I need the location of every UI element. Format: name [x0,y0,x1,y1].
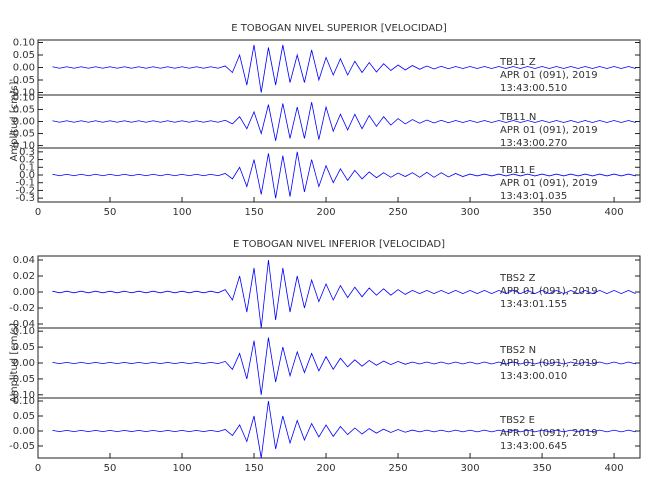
x-tick-label: 200 [316,463,335,474]
y-tick-label: 0.05 [13,411,35,422]
plot-frame [37,397,641,459]
panel-title: E TOBOGAN NIVEL INFERIOR [VELOCIDAD] [233,239,445,250]
y-tick-label: -0.05 [9,75,35,86]
y-tick-label: 0.00 [13,63,35,74]
waveform [52,337,636,395]
trace-annotation: 13:43:00.010 [500,371,567,382]
y-tick-label: 0.00 [13,426,35,437]
y-tick-label: 0.00 [13,287,35,298]
y-tick-label: 0.10 [13,38,35,49]
y-tick-label: -0.10 [9,141,35,152]
y-tick-label: 0.05 [13,104,35,115]
x-tick-label: 400 [605,207,624,218]
x-tick-label: 350 [533,207,552,218]
y-axis-label: Amplitud [cm/s] [9,323,20,403]
x-tick-label: 150 [244,207,263,218]
y-axis-label: Amplitud [cm/s] [9,81,20,161]
waveform [52,44,636,93]
y-tick-label: 0.04 [13,255,35,266]
x-tick-label: 50 [104,207,117,218]
x-tick-label: 100 [172,463,191,474]
x-tick-label: 250 [389,463,408,474]
y-tick-label: 0.05 [13,342,35,353]
y-tick-label: -0.05 [9,374,35,385]
y-tick-label: -0.02 [9,303,35,314]
x-tick-label: 400 [605,463,624,474]
y-tick-label: 0.00 [13,358,35,369]
trace-annotation: TB11 N [499,112,536,123]
y-tick-label: 0.10 [13,92,35,103]
trace-annotation: APR 01 (091), 2019 [500,125,598,136]
x-tick-label: 350 [533,463,552,474]
trace-annotation: 13:43:00.645 [500,441,567,452]
x-tick-label: 150 [244,463,263,474]
waveform [52,151,636,199]
y-tick-label: -0.04 [9,319,35,330]
x-tick-label: 100 [172,207,191,218]
y-tick-label: 0.2 [19,155,35,166]
trace-annotation: 13:43:00.270 [500,138,567,149]
trace-annotation: 13:43:01.155 [500,299,567,310]
trace-annotation: APR 01 (091), 2019 [500,286,598,297]
trace-annotation: 13:43:01.035 [500,191,567,202]
x-tick-label: 300 [461,207,480,218]
x-tick-label: 50 [104,463,117,474]
y-tick-label: -0.1 [15,178,35,189]
panel-title: E TOBOGAN NIVEL SUPERIOR [VELOCIDAD] [231,23,447,34]
y-tick-label: 0.05 [13,50,35,61]
y-tick-label: -0.05 [9,129,35,140]
y-tick-label: 0.0 [19,170,35,181]
x-tick-label: 250 [389,207,408,218]
waveform [52,400,636,459]
trace-annotation: TBS2 N [499,345,536,356]
y-tick-label: 0.00 [13,117,35,128]
y-tick-label: 0.02 [13,271,35,282]
trace-annotation: TBS2 E [499,415,535,426]
trace-annotation: TB11 E [499,165,535,176]
waveform [52,102,636,141]
y-tick-label: -0.10 [9,88,35,99]
y-tick-label: 0.1 [19,162,35,173]
x-tick-label: 300 [461,463,480,474]
y-tick-label: -0.05 [9,441,35,452]
trace-annotation: 13:43:00.510 [500,83,567,94]
trace-annotation: TBS2 Z [499,273,536,284]
trace-annotation: APR 01 (091), 2019 [500,178,598,189]
x-tick-label: 200 [316,207,335,218]
trace-annotation: APR 01 (091), 2019 [500,70,598,81]
y-tick-label: 0.10 [13,396,35,407]
y-tick-label: 0.10 [13,326,35,337]
y-tick-label: -0.2 [15,185,35,196]
trace-annotation: APR 01 (091), 2019 [500,428,598,439]
x-tick-label: 0 [35,463,41,474]
y-tick-label: 0.3 [19,147,35,158]
x-tick-label: 0 [35,207,41,218]
trace-annotation: TB11 Z [499,57,536,68]
y-tick-label: -0.3 [15,193,35,204]
y-tick-label: -0.10 [9,390,35,401]
waveform [52,259,636,329]
